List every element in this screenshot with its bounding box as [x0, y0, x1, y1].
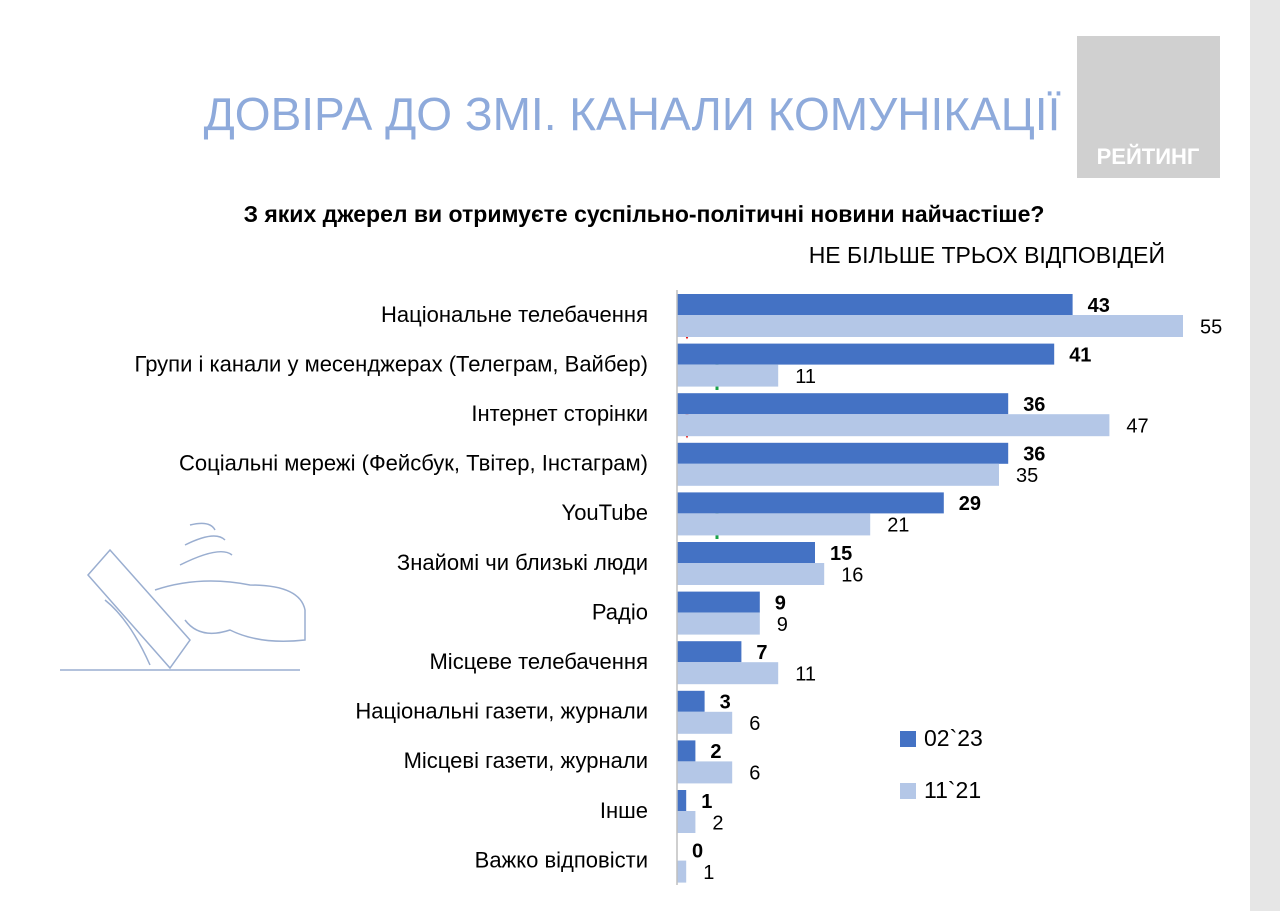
bar — [677, 591, 760, 613]
value-label: 15 — [830, 543, 852, 565]
legend-label: 11`21 — [924, 777, 981, 803]
page-edge — [1250, 0, 1280, 911]
value-label: 36 — [1023, 444, 1045, 466]
bar — [677, 860, 687, 883]
category-label: Інтернет сторінки — [471, 401, 648, 426]
value-label: 9 — [775, 592, 786, 614]
category-label: Соціальні мережі (Фейсбук, Твітер, Інста… — [179, 451, 648, 476]
bar — [677, 662, 779, 685]
value-label: 6 — [749, 713, 760, 735]
value-label: 35 — [1016, 465, 1038, 487]
bar — [677, 294, 1073, 315]
bar — [677, 641, 742, 663]
bar — [677, 563, 825, 585]
subtitle: З яких джерел ви отримуєте суспільно-пол… — [244, 201, 1045, 227]
bar — [677, 442, 1009, 464]
category-label: YouTube — [562, 500, 648, 525]
logo: РЕЙТИНГ — [1097, 144, 1200, 169]
bar — [677, 612, 760, 635]
logo-box — [1077, 36, 1220, 178]
value-label: 1 — [701, 791, 712, 813]
illustration — [60, 522, 306, 671]
value-label: 47 — [1126, 415, 1148, 437]
value-label: 29 — [959, 493, 981, 515]
category-label: Важко відповісти — [475, 847, 648, 872]
bar — [677, 414, 1110, 437]
value-label: 2 — [712, 812, 723, 834]
bar — [677, 343, 1055, 365]
category-label: Місцеве телебачення — [429, 649, 648, 674]
bar — [677, 492, 944, 514]
bar — [677, 393, 1009, 415]
value-label: 1 — [703, 862, 714, 884]
value-label: 6 — [749, 763, 760, 785]
value-label: 0 — [692, 840, 703, 862]
value-label: 2 — [710, 741, 721, 763]
note: НЕ БІЛЬШЕ ТРЬОХ ВІДПОВІДЕЙ — [809, 241, 1165, 268]
value-label: 36 — [1023, 394, 1045, 416]
bar — [677, 811, 696, 833]
legend-swatch — [900, 731, 916, 747]
value-label: 41 — [1069, 344, 1091, 366]
value-label: 21 — [887, 515, 909, 537]
category-label: Національне телебачення — [381, 302, 648, 327]
bar — [677, 740, 696, 762]
bar — [677, 690, 705, 712]
category-label: Знайомі чи близькі люди — [397, 550, 648, 575]
category-label: Групи і канали у месенджерах (Телеграм, … — [135, 351, 648, 376]
category-label: Національні газети, журнали — [355, 699, 648, 724]
legend-swatch — [900, 783, 916, 799]
bar — [677, 364, 779, 387]
value-label: 55 — [1200, 316, 1222, 338]
category-label: Інше — [600, 798, 648, 823]
legend-label: 02`23 — [924, 725, 983, 751]
bar — [677, 711, 733, 734]
bar — [677, 463, 999, 486]
value-label: 11 — [795, 366, 816, 388]
value-label: 16 — [841, 564, 863, 586]
bar — [677, 761, 733, 784]
value-label: 9 — [777, 614, 788, 636]
value-label: 43 — [1088, 295, 1110, 317]
value-label: 7 — [756, 642, 767, 664]
value-label: 3 — [720, 692, 731, 714]
chart-title: ДОВІРА ДО ЗМІ. КАНАЛИ КОМУНІКАЦІЇ — [204, 88, 1061, 140]
category-label: Місцеві газети, журнали — [404, 748, 648, 773]
bar — [677, 542, 815, 563]
value-label: 11 — [795, 663, 816, 685]
category-label: Радіо — [592, 599, 648, 624]
bar — [677, 790, 687, 811]
bar — [677, 315, 1183, 337]
bar — [677, 513, 871, 536]
